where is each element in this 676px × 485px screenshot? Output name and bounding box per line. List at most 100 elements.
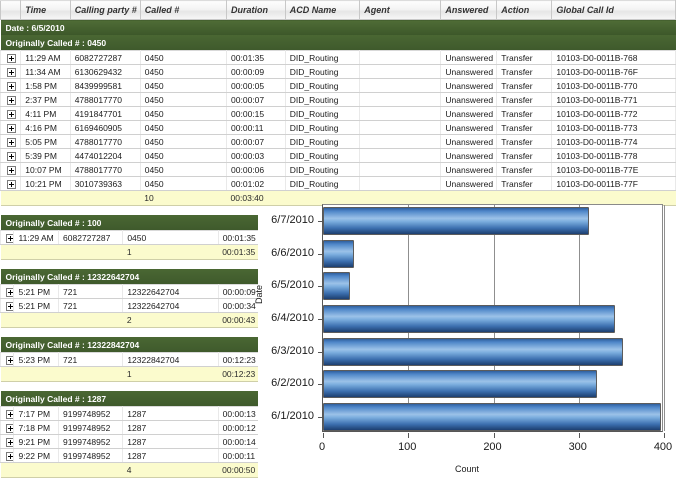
expand-plus-icon[interactable] (7, 151, 17, 161)
expand-cell[interactable] (0, 120, 22, 135)
expand-cell[interactable] (0, 92, 22, 107)
expand-cell[interactable] (0, 352, 15, 367)
table-row[interactable]: 7:18 PM 9199748952 1287 00:00:12 (0, 420, 258, 435)
cell-called: 0450 (139, 106, 228, 121)
expand-cell[interactable] (0, 434, 15, 449)
expand-plus-icon[interactable] (7, 165, 17, 175)
expand-cell[interactable] (0, 298, 15, 313)
group-header-label: Originally Called # : 0450 (0, 35, 676, 51)
cell-agent (359, 176, 442, 191)
table-row[interactable]: 10:21 PM 3010739363 0450 00:01:02 DID_Routin… (0, 176, 676, 191)
table-row[interactable]: 5:21 PM 721 12322642704 00:00:34 (0, 298, 258, 313)
column-header-time[interactable]: Time (20, 0, 71, 20)
expand-cell[interactable] (0, 420, 15, 435)
cell-time: 4:11 PM (20, 106, 71, 121)
expand-plus-icon[interactable] (7, 137, 17, 147)
expand-cell[interactable] (0, 78, 22, 93)
chart-bar[interactable] (323, 207, 589, 236)
table-row[interactable]: 1:58 PM 8439999581 0450 00:00:05 DID_Routing… (0, 78, 676, 93)
column-header-called[interactable]: Called # (139, 0, 228, 20)
expand-cell[interactable] (0, 148, 22, 163)
expand-cell[interactable] (0, 448, 15, 463)
expand-plus-icon[interactable] (6, 355, 13, 365)
chart-y-tick (318, 286, 323, 288)
total-spacer (551, 190, 676, 206)
table-row[interactable]: 4:11 PM 4191847701 0450 00:00:15 DID_Routing… (0, 106, 676, 121)
table-row[interactable]: 5:21 PM 721 12322642704 00:00:09 (0, 284, 258, 299)
expand-plus-icon[interactable] (7, 95, 17, 105)
expand-plus-icon[interactable] (6, 423, 13, 433)
expand-cell[interactable] (0, 406, 15, 421)
chart-x-tick-label: 200 (483, 441, 502, 453)
table-row[interactable]: 5:05 PM 4788017770 0450 00:00:07 DID_Routing… (0, 134, 676, 149)
expand-plus-icon[interactable] (6, 451, 13, 461)
expand-plus-icon[interactable] (7, 109, 17, 119)
table-row[interactable]: 7:17 PM 9199748952 1287 00:00:13 (0, 406, 258, 421)
expand-plus-icon[interactable] (7, 67, 17, 77)
date-group-header[interactable]: Date : 6/5/2010 (0, 19, 676, 35)
column-header-action[interactable]: Action (496, 0, 553, 20)
chart-bar[interactable] (323, 370, 597, 399)
cell-called: 12322842704 (122, 352, 219, 367)
table-row[interactable]: 11:29 AM 6082727287 0450 00:01:35 (0, 230, 258, 245)
column-header-duration[interactable]: Duration (226, 0, 286, 20)
group-header[interactable]: Originally Called # : 12322842704 (0, 337, 258, 353)
cell-acd: DID_Routing (284, 162, 361, 177)
table-row[interactable]: 11:34 AM 6130629432 0450 00:00:09 DID_Routin… (0, 64, 676, 79)
table-row[interactable]: 5:23 PM 721 12322842704 00:12:23 (0, 352, 258, 367)
chart-y-tick-label: 6/6/2010 (271, 246, 314, 259)
column-header-calling[interactable]: Calling party # (69, 0, 141, 20)
cell-calling: 4191847701 (69, 106, 141, 121)
expand-cell[interactable] (0, 284, 15, 299)
table-row[interactable]: 10:07 PM 4788017770 0450 00:00:06 DID_Routin… (0, 162, 676, 177)
chart-bar[interactable] (323, 239, 354, 268)
expand-plus-icon[interactable] (7, 81, 17, 91)
expand-cell[interactable] (0, 230, 15, 245)
cell-called: 0450 (139, 176, 228, 191)
expand-cell[interactable] (0, 64, 22, 79)
expand-cell[interactable] (0, 134, 22, 149)
expand-plus-icon[interactable] (7, 179, 17, 189)
cell-gcid: 10103-D0-0011B-778 (551, 148, 676, 163)
group-section: Originally Called # : 12322642704 5:21 PM… (0, 269, 258, 328)
table-row[interactable]: 5:39 PM 4474012204 0450 00:00:03 DID_Routing… (0, 148, 676, 163)
group-header[interactable]: Originally Called # : 1287 (0, 391, 258, 407)
table-row[interactable]: 11:29 AM 6082727287 0450 00:01:35 DID_Routin… (0, 50, 676, 65)
expand-plus-icon[interactable] (6, 437, 13, 447)
table-row[interactable]: 9:21 PM 9199748952 1287 00:00:14 (0, 434, 258, 449)
total-count: 1 (122, 366, 219, 382)
group-header[interactable]: Originally Called # : 12322642704 (0, 269, 258, 285)
table-row[interactable]: 4:16 PM 6169460905 0450 00:00:11 DID_Routing… (0, 120, 676, 135)
cell-action: Transfer (496, 50, 553, 65)
group-header[interactable]: Originally Called # : 100 (0, 215, 258, 231)
expand-cell[interactable] (0, 106, 22, 121)
table-row[interactable]: 9:22 PM 9199748952 1287 00:00:11 (0, 448, 258, 463)
expand-plus-icon[interactable] (7, 123, 17, 133)
column-header-agent[interactable]: Agent (359, 0, 442, 20)
chart-bar[interactable] (323, 337, 624, 366)
expand-plus-icon[interactable] (7, 53, 17, 63)
column-header-plus[interactable] (0, 0, 22, 20)
group-header[interactable]: Originally Called # : 0450 (0, 35, 676, 51)
expand-plus-icon[interactable] (6, 409, 13, 419)
cell-action: Transfer (496, 120, 553, 135)
cell-duration: 00:00:05 (226, 78, 286, 93)
table-row[interactable]: 2:37 PM 4788017770 0450 00:00:07 DID_Routing… (0, 92, 676, 107)
expand-plus-icon[interactable] (6, 233, 13, 243)
chart-bar[interactable] (323, 272, 351, 301)
cell-calling: 6130629432 (69, 64, 141, 79)
cell-calling: 6082727287 (58, 230, 124, 245)
expand-cell[interactable] (0, 162, 22, 177)
cell-acd: DID_Routing (284, 106, 361, 121)
expand-plus-icon[interactable] (6, 301, 13, 311)
chart-bar[interactable] (323, 402, 662, 431)
expand-plus-icon[interactable] (6, 287, 13, 297)
chart-plot-area (318, 204, 665, 438)
column-header-acd[interactable]: ACD Name (284, 0, 361, 20)
column-header-answered[interactable]: Answered (440, 0, 498, 20)
expand-cell[interactable] (0, 50, 22, 65)
expand-cell[interactable] (0, 176, 22, 191)
column-header-gcid[interactable]: Global Call Id (551, 0, 676, 20)
chart-bar[interactable] (323, 305, 615, 333)
cell-time: 11:29 AM (20, 50, 71, 65)
